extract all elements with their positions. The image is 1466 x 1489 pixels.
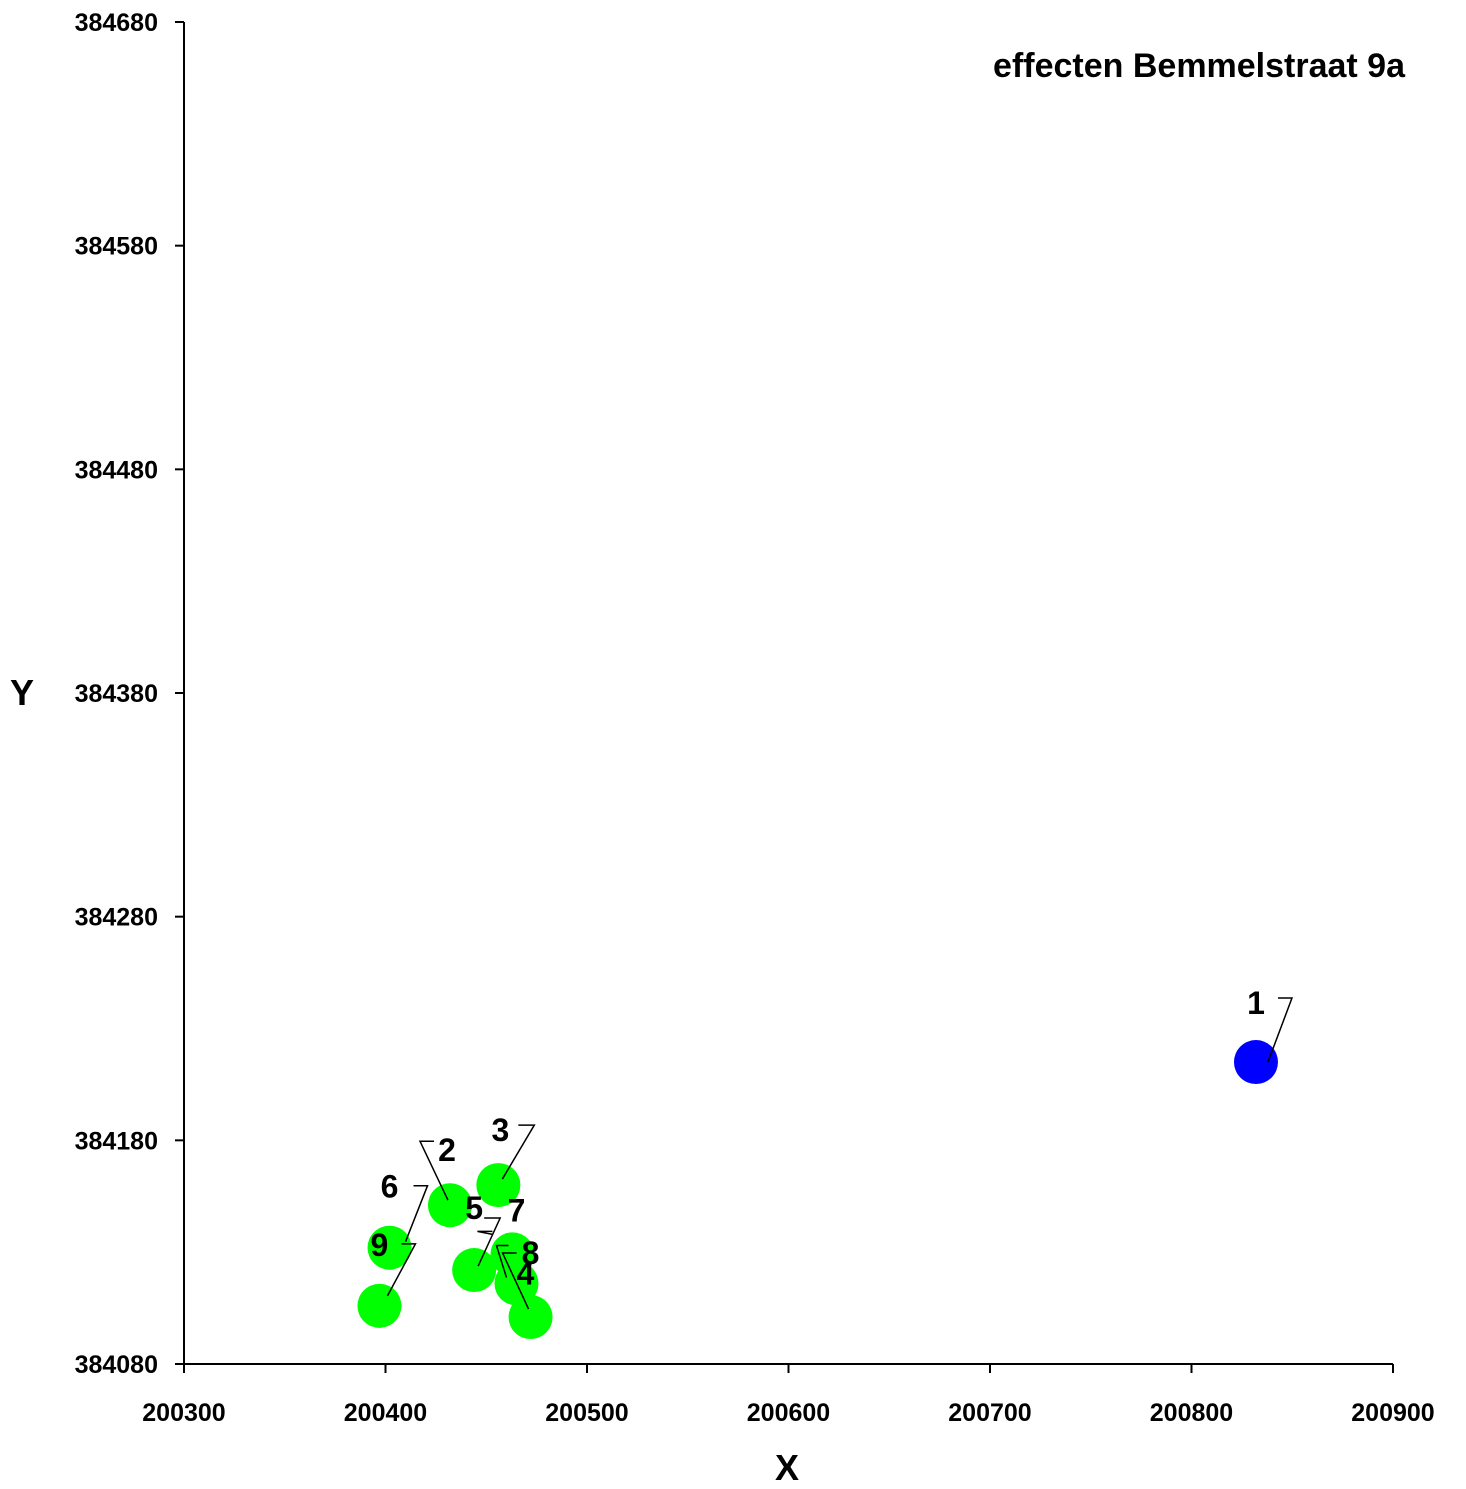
y-tick-label: 384080	[75, 1351, 158, 1379]
data-points	[357, 1040, 1278, 1340]
leader-line-1	[1267, 997, 1294, 1063]
leader-line-9	[386, 1243, 417, 1297]
y-tick-label: 384380	[75, 680, 158, 708]
x-tick-label: 200800	[1150, 1399, 1233, 1427]
leader-line-4	[477, 1230, 493, 1236]
y-tick-label: 384280	[75, 904, 158, 932]
y-tick-label: 384180	[75, 1127, 158, 1155]
data-point-9	[357, 1283, 402, 1328]
data-label-2: 2	[438, 1132, 456, 1168]
x-tick-label: 200500	[545, 1399, 628, 1427]
data-point-1	[1233, 1040, 1278, 1085]
chart-title: effecten Bemmelstraat 9a	[993, 47, 1406, 85]
data-label-6: 6	[381, 1169, 399, 1205]
data-point-3	[476, 1163, 521, 1208]
data-point-2	[427, 1183, 472, 1228]
x-tick-label: 200300	[142, 1399, 225, 1427]
x-tick-label: 200900	[1351, 1399, 1434, 1427]
data-label-8: 8	[522, 1235, 540, 1271]
data-label-9: 9	[371, 1227, 389, 1263]
y-tick-label: 384680	[75, 9, 158, 37]
leader-line-8	[501, 1252, 530, 1310]
leader-line-5	[477, 1217, 502, 1267]
x-tick-label: 200600	[747, 1399, 830, 1427]
y-tick-label: 384480	[75, 456, 158, 484]
data-label-5: 5	[465, 1190, 483, 1226]
leader-line-6	[404, 1184, 429, 1242]
axes: 200300 200400 200500 200600 200700 200800 2009…	[75, 9, 1435, 1427]
x-axis-title: X	[775, 1447, 799, 1488]
x-tick-label: 200400	[344, 1399, 427, 1427]
data-point-8	[508, 1295, 553, 1340]
data-label-4: 4	[517, 1255, 535, 1291]
data-label-3: 3	[491, 1112, 509, 1148]
leader-line-2	[418, 1140, 449, 1201]
leader-line-7	[495, 1244, 509, 1278]
data-label-1: 1	[1247, 985, 1265, 1021]
y-axis-title: Y	[10, 672, 34, 713]
data-label-7: 7	[508, 1192, 526, 1228]
data-point-5	[452, 1248, 497, 1293]
y-tick-label: 384580	[75, 233, 158, 261]
x-tick-label: 200700	[948, 1399, 1031, 1427]
leader-line-3	[501, 1124, 536, 1180]
data-point-6	[367, 1225, 412, 1270]
label-leader-lines	[386, 997, 1294, 1310]
